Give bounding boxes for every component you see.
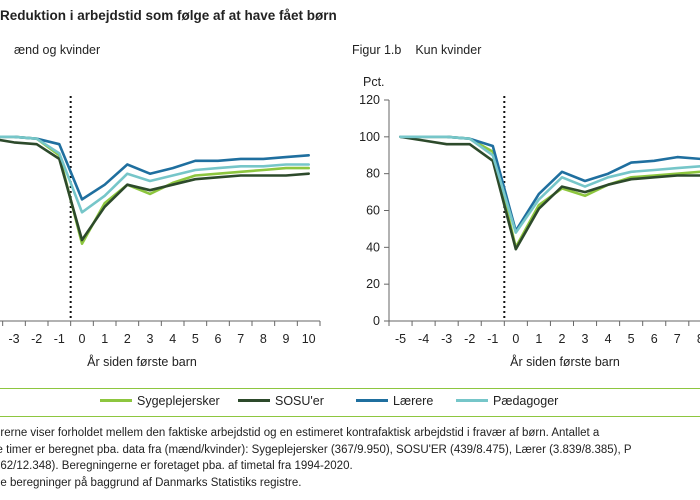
right-chart-x-tick-label: -1: [487, 332, 498, 346]
note-line-4: ne beregninger på baggrund af Danmarks S…: [0, 476, 302, 489]
legend: Sygeplejersker SOSU'er Lærere Pædagoger: [0, 394, 700, 412]
left-chart-series-paedagoger: [0, 135, 311, 214]
right-chart-y-tick-label: 100: [359, 130, 380, 144]
right-panel-subtitle: Kun kvinder: [415, 43, 482, 57]
left-chart-x-tick-label: -2: [31, 332, 42, 346]
right-chart-y-tick-label: 60: [366, 204, 380, 218]
right-chart-y-tick-label: 40: [366, 240, 380, 254]
left-chart-x-tick-label: 8: [260, 332, 267, 346]
legend-item-paedagoger: Pædagoger: [456, 394, 558, 408]
legend-label-sosu: SOSU'er: [275, 394, 324, 408]
right-chart-x-tick-label: 0: [512, 332, 519, 346]
right-chart-series-laerere: [399, 135, 700, 233]
right-chart-y-axis-unit: Pct.: [363, 75, 385, 89]
right-chart-y-tick-label: 20: [366, 277, 380, 291]
note-line-2: le timer er beregnet pba. data fra (mænd…: [0, 443, 632, 456]
legend-label-paedagoger: Pædagoger: [493, 394, 559, 408]
left-panel-label: ænd og kvinder: [0, 43, 100, 57]
right-chart-x-tick-label: 8: [697, 332, 700, 346]
figure-notes: urerne viser forholdet mellem den faktis…: [0, 425, 700, 491]
legend-label-laerere: Lærere: [393, 394, 434, 408]
left-chart-x-tick-label: -3: [8, 332, 19, 346]
legend-top-rule: [0, 388, 700, 389]
right-chart-x-tick-label: 6: [651, 332, 658, 346]
left-chart-x-tick-label: 3: [147, 332, 154, 346]
left-chart-x-tick-label: 5: [192, 332, 199, 346]
legend-swatch-sosu: [238, 399, 270, 403]
right-chart-x-tick-label: 3: [582, 332, 589, 346]
left-chart-x-tick-label: 10: [302, 332, 316, 346]
left-chart-x-tick-label: 7: [237, 332, 244, 346]
right-chart-x-tick-label: -4: [418, 332, 429, 346]
right-chart-x-tick-label: 4: [605, 332, 612, 346]
note-line-1: urerne viser forholdet mellem den faktis…: [0, 427, 600, 439]
left-chart-x-tick-label: 4: [169, 332, 176, 346]
right-chart-x-tick-label: 7: [674, 332, 681, 346]
left-panel-subtitle: ænd og kvinder: [14, 43, 101, 57]
legend-item-sygeplejersker: Sygeplejersker: [100, 394, 220, 408]
left-chart-x-axis-label: År siden første barn: [87, 354, 197, 369]
legend-label-sygeplejersker: Sygeplejersker: [137, 394, 220, 408]
left-chart-x-tick-label: 9: [283, 332, 290, 346]
right-chart-x-tick-label: 1: [535, 332, 542, 346]
legend-swatch-sygeplejersker: [100, 399, 132, 403]
right-chart-series-sosu-er: [399, 135, 700, 251]
right-chart-x-tick-label: -3: [441, 332, 452, 346]
right-chart-x-tick-label: -2: [464, 332, 475, 346]
left-chart-x-tick-label: 6: [215, 332, 222, 346]
left-chart-x-tick-label: 1: [101, 332, 108, 346]
legend-swatch-paedagoger: [456, 399, 488, 403]
right-panel-label: Figur 1.b Kun kvinder: [352, 43, 481, 57]
right-chart-series-sygeplejersker: [399, 135, 700, 249]
page-title: Reduktion i arbejdstid som følge af at h…: [0, 8, 337, 23]
legend-item-laerere: Lærere: [356, 394, 433, 408]
right-chart-y-tick-label: 120: [359, 93, 380, 107]
legend-item-sosu: SOSU'er: [238, 394, 324, 408]
note-line-3: 762/12.348). Beregningerne er foretaget …: [0, 460, 353, 472]
chart-right: Pct. 0 20 40 60 80 100 120 -5 -4 -3 -2 -1 0 1 2 3 4 5 6 7 8 År…: [359, 75, 700, 369]
left-chart-x-tick-label: 0: [79, 332, 86, 346]
right-chart-x-tick-label: 5: [628, 332, 635, 346]
left-chart-x-tick-label: -1: [54, 332, 65, 346]
left-chart-x-tick-label: 2: [124, 332, 131, 346]
right-chart-y-tick-label: 0: [373, 314, 380, 328]
left-chart-series-sosu-er: [0, 138, 311, 242]
legend-bottom-rule: [0, 416, 700, 417]
right-chart-series-paedagoger: [399, 135, 700, 234]
right-chart-x-tick-label: 2: [558, 332, 565, 346]
right-chart-y-tick-label: 80: [366, 167, 380, 181]
right-chart-x-axis-label: År siden første barn: [510, 354, 620, 369]
right-chart-x-tick-label: -5: [395, 332, 406, 346]
right-figure-number: Figur 1.b: [352, 43, 402, 57]
legend-swatch-laerere: [356, 399, 388, 403]
